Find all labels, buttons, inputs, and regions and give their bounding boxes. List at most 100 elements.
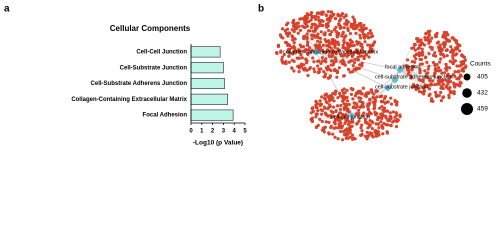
legend-label: 405 (477, 74, 488, 81)
gene-node (297, 56, 301, 60)
gene-node (427, 64, 431, 68)
x-tick-label: 4 (233, 129, 237, 135)
gene-node (361, 86, 365, 90)
gene-node (369, 31, 373, 35)
gene-node (444, 84, 448, 88)
gene-node (348, 70, 352, 74)
node-label: focal adhesion (385, 64, 420, 70)
gene-node (316, 39, 320, 43)
gene-node (383, 95, 388, 99)
gene-node (344, 34, 348, 38)
gene-node (460, 68, 464, 73)
gene-node (335, 75, 339, 79)
legend-size (462, 88, 472, 98)
gene-node (332, 120, 336, 124)
gene-node (425, 60, 429, 64)
gene-node (453, 74, 457, 78)
gene-node (310, 116, 314, 120)
gene-node (368, 29, 372, 33)
gene-node (441, 53, 445, 57)
gene-node (305, 68, 309, 72)
figure: a b Cellular Components -Log10 (p Value)… (4, 4, 491, 147)
gene-node (318, 117, 322, 121)
gene-node (342, 107, 347, 112)
gene-node (436, 40, 441, 44)
gene-node (317, 47, 321, 51)
gene-node (327, 40, 331, 44)
gene-node (335, 32, 339, 37)
gene-node (365, 121, 369, 125)
gene-node (351, 88, 355, 92)
bar (190, 46, 221, 58)
gene-node (358, 116, 362, 120)
gene-node (357, 96, 361, 100)
gene-node (303, 66, 307, 71)
gene-node (356, 108, 361, 112)
gene-node (343, 22, 347, 26)
gene-node (292, 41, 296, 45)
gene-node (379, 120, 383, 124)
gene-node (350, 59, 354, 63)
gene-node (287, 47, 291, 51)
gene-node (347, 52, 351, 56)
x-tick-label: 2 (211, 129, 215, 135)
gene-node (331, 38, 335, 42)
gene-node (337, 66, 341, 70)
gene-node (373, 40, 377, 44)
gene-node (331, 110, 335, 115)
gene-node (327, 54, 332, 58)
gene-node (348, 124, 353, 129)
edge (399, 69, 423, 75)
gene-node (418, 67, 422, 71)
gene-node (356, 50, 360, 54)
gene-node (379, 99, 383, 103)
gene-node (458, 80, 462, 84)
gene-node (430, 36, 434, 40)
gene-node (313, 70, 317, 74)
gene-node (319, 108, 323, 112)
gene-node (342, 132, 347, 137)
gene-node (353, 57, 357, 62)
gene-node (428, 83, 432, 87)
gene-node (382, 121, 386, 126)
gene-node (334, 89, 338, 94)
gene-node (373, 110, 377, 114)
gene-node (424, 32, 428, 36)
gene-node (321, 43, 325, 47)
gene-node (309, 33, 314, 37)
edge (399, 36, 451, 71)
gene-node (439, 90, 443, 95)
gene-node (441, 95, 446, 99)
gene-node (282, 61, 286, 65)
gene-node (326, 76, 331, 80)
gene-node (430, 47, 434, 51)
gene-node (319, 112, 324, 116)
gene-node (367, 55, 371, 59)
gene-node (362, 26, 366, 31)
bar (190, 109, 234, 121)
gene-node (418, 43, 422, 47)
gene-node (342, 38, 346, 43)
gene-node (370, 120, 374, 124)
gene-node (374, 90, 378, 94)
y-tick-label: Collagen-Containing Extracellular Matrix (71, 97, 187, 103)
gene-node (333, 17, 337, 21)
gene-node (294, 22, 298, 26)
gene-node (446, 33, 450, 37)
gene-node (302, 63, 306, 67)
gene-node (297, 66, 302, 70)
gene-node (343, 52, 347, 57)
gene-node (339, 103, 343, 108)
gene-node (319, 19, 324, 23)
gene-node (370, 49, 375, 54)
gene-node (453, 85, 457, 89)
gene-node (280, 58, 284, 62)
gene-node (429, 97, 434, 101)
gene-node (350, 54, 354, 59)
gene-node (373, 103, 377, 107)
gene-node (351, 64, 355, 68)
gene-node (461, 61, 465, 65)
gene-node (436, 78, 441, 83)
gene-node (389, 96, 393, 100)
gene-node (309, 50, 313, 54)
